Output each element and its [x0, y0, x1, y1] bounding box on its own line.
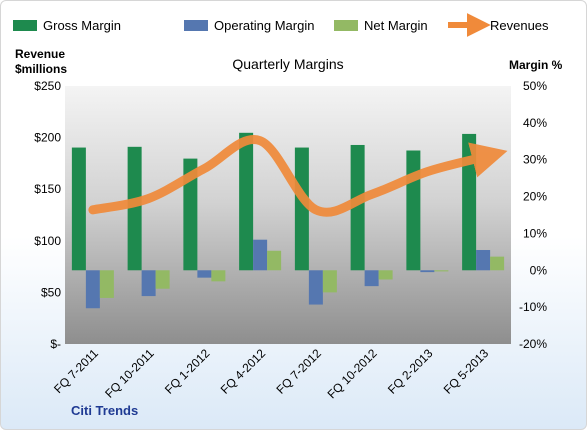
right-axis-title: Margin % [509, 58, 563, 72]
x-axis-label: FQ 4-2012 [218, 346, 269, 397]
gross-margin-bar [462, 133, 477, 271]
net-margin-bar [378, 270, 393, 280]
left-axis-title-line1: Revenue [15, 47, 65, 61]
right-tick-label: 20% [523, 190, 547, 204]
left-axis-title-line2: $millions [15, 62, 67, 76]
gross-margin-bar [127, 146, 142, 271]
gross-margin-bar [294, 147, 309, 271]
gross-margin-bar [350, 144, 365, 271]
right-tick-label: 10% [523, 226, 547, 240]
brand-label: Citi Trends [71, 403, 138, 418]
legend-swatch-operating-margin [184, 20, 208, 31]
gross-margin-bar [71, 147, 86, 271]
left-tick-label: $- [50, 337, 61, 351]
right-tick-label: 50% [523, 79, 547, 93]
x-axis-label: FQ 5-2013 [441, 346, 492, 397]
net-margin-bar [99, 270, 114, 298]
x-axis-label: FQ 7-2012 [274, 346, 325, 397]
net-margin-bar [490, 256, 505, 271]
operating-margin-bar [253, 239, 268, 271]
revenue-line-layer [88, 135, 508, 217]
gross-margin-bar [406, 150, 421, 271]
legend-label-revenues: Revenues [490, 18, 549, 33]
net-margin-bar [155, 270, 170, 289]
right-tick-label: -20% [519, 337, 547, 351]
operating-margin-bar [308, 270, 323, 305]
right-axis-ticks: 50% 40% 30% 20% 10% 0% -10% -20% [519, 79, 547, 351]
legend: Gross Margin Operating Margin Net Margin Re… [13, 13, 549, 37]
legend-swatch-gross-margin [13, 20, 37, 31]
x-axis-label: FQ 1-2012 [162, 346, 213, 397]
net-margin-bar [322, 270, 337, 293]
left-axis-ticks: $250 $200 $150 $100 $50 $- [34, 79, 61, 351]
left-tick-label: $50 [41, 285, 61, 299]
chart-title: Quarterly Margins [232, 56, 343, 72]
right-tick-label: 30% [523, 153, 547, 167]
x-axis-label: FQ 7-2011 [51, 346, 101, 396]
left-tick-label: $200 [34, 131, 61, 145]
x-axis-labels: FQ 7-2011 FQ 10-2011 FQ 1-2012 FQ 4-2012 FQ … [51, 346, 491, 401]
legend-label-operating-margin: Operating Margin [214, 18, 314, 33]
x-axis-label: FQ 10-2012 [325, 346, 380, 401]
right-tick-label: 40% [523, 116, 547, 130]
net-margin-bar [211, 270, 226, 282]
x-axis-label: FQ 2-2013 [385, 346, 436, 397]
operating-margin-bar [420, 270, 435, 273]
net-margin-bar [267, 250, 282, 271]
operating-margin-bar [197, 270, 212, 278]
legend-label-gross-margin: Gross Margin [43, 18, 121, 33]
operating-margin-bar [476, 250, 491, 271]
gross-margin-bar [239, 132, 254, 271]
right-tick-label: -10% [519, 300, 547, 314]
revenues-line [88, 135, 508, 217]
legend-swatch-net-margin [334, 20, 358, 31]
operating-margin-bar [141, 270, 156, 297]
gross-margin-bar [183, 158, 198, 271]
x-axis-label: FQ 10-2011 [102, 346, 157, 401]
net-margin-bar [434, 270, 449, 272]
operating-margin-bar [364, 270, 379, 287]
left-tick-label: $150 [34, 182, 61, 196]
legend-label-net-margin: Net Margin [364, 18, 428, 33]
left-tick-label: $250 [34, 79, 61, 93]
operating-margin-bar [85, 270, 100, 309]
left-tick-label: $100 [34, 234, 61, 248]
right-tick-label: 0% [530, 263, 548, 277]
